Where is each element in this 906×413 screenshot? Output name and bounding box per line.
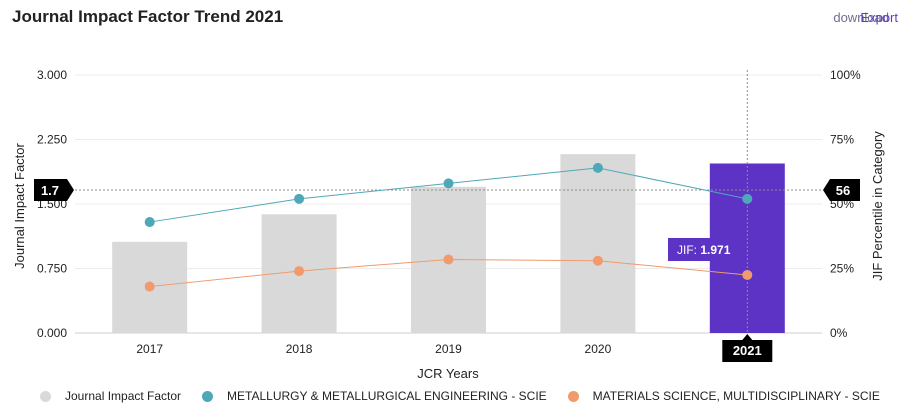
legend-marker-materials <box>567 390 579 402</box>
series-point-1-2017 <box>144 217 155 228</box>
legend-label-jif: Journal Impact Factor <box>65 389 182 403</box>
legend-label-materials: MATERIALS SCIENCE, MULTIDISCIPLINARY - S… <box>592 389 880 403</box>
x-tick-label: 2018 <box>286 342 313 356</box>
export-button[interactable]: Export <box>860 10 898 25</box>
x-tick-label: 2019 <box>435 342 462 356</box>
legend-marker-metallurgy <box>202 390 214 402</box>
download-link[interactable]: download <box>833 10 889 25</box>
x-tick-label: 2017 <box>136 342 163 356</box>
y2-tick-label: 0% <box>830 326 848 340</box>
x-axis-ticks: 2017 2018 2019 2020 <box>136 342 611 356</box>
series-point-2-2021 <box>742 269 753 280</box>
y2-axis-label: JIF Percentile in Category <box>870 131 885 281</box>
x-axis-label: JCR Years <box>417 366 479 381</box>
legend-marker-jif <box>40 390 51 402</box>
legend-item-materials[interactable]: MATERIALS SCIENCE, MULTIDISCIPLINARY - S… <box>567 389 880 403</box>
chart-legend: Journal Impact Factor METALLURGY & METAL… <box>40 389 901 403</box>
y2-axis-ticks: 0%25%50%75%100% <box>830 68 861 340</box>
y2-tick-label: 75% <box>830 133 854 147</box>
series-point-2-2020 <box>592 255 603 266</box>
x-value-callout-text: 2021 <box>733 343 762 358</box>
x-value-callout-box <box>722 334 773 362</box>
series-point-1-2020 <box>592 162 603 173</box>
bar-2020 <box>560 154 636 333</box>
crosshair-callouts: 1.7 56 2021 <box>34 179 860 362</box>
chart-title: Journal Impact Factor Trend 2021 <box>12 7 284 26</box>
right-value-callout-text: 56 <box>836 183 850 198</box>
legend-item-metallurgy[interactable]: METALLURGY & METALLURGICAL ENGINEERING -… <box>202 389 547 403</box>
series-point-1-2021 <box>742 193 753 204</box>
tooltip-box <box>668 238 746 261</box>
right-value-callout-box <box>823 179 860 201</box>
left-value-callout-box <box>34 179 74 201</box>
series-point-2-2019 <box>443 254 454 265</box>
line-series <box>144 162 753 292</box>
legend-item-jif[interactable]: Journal Impact Factor <box>40 389 181 403</box>
y-tick-label: 0.750 <box>37 262 67 276</box>
tooltip-text: JIF: 1.971 <box>677 243 731 257</box>
tooltip: JIF: 1.971 <box>668 238 746 261</box>
series-point-2-2018 <box>294 266 305 277</box>
x-tick-label: 2020 <box>585 342 612 356</box>
series-point-1-2019 <box>443 178 454 189</box>
series-point-2-2017 <box>144 281 155 292</box>
y2-tick-label: 25% <box>830 262 854 276</box>
series-point-1-2018 <box>294 193 305 204</box>
legend-label-metallurgy: METALLURGY & METALLURGICAL ENGINEERING -… <box>227 389 547 403</box>
y-tick-label: 0.000 <box>37 326 67 340</box>
left-value-callout-text: 1.7 <box>41 183 59 198</box>
crosshair <box>75 70 822 333</box>
tooltip-label: JIF: <box>677 243 700 257</box>
tooltip-value: 1.971 <box>700 243 730 257</box>
y-axis-label: Journal Impact Factor <box>12 142 27 268</box>
y-tick-label: 3.000 <box>37 68 67 82</box>
y-tick-label: 2.250 <box>37 133 67 147</box>
y2-tick-label: 100% <box>830 68 861 82</box>
